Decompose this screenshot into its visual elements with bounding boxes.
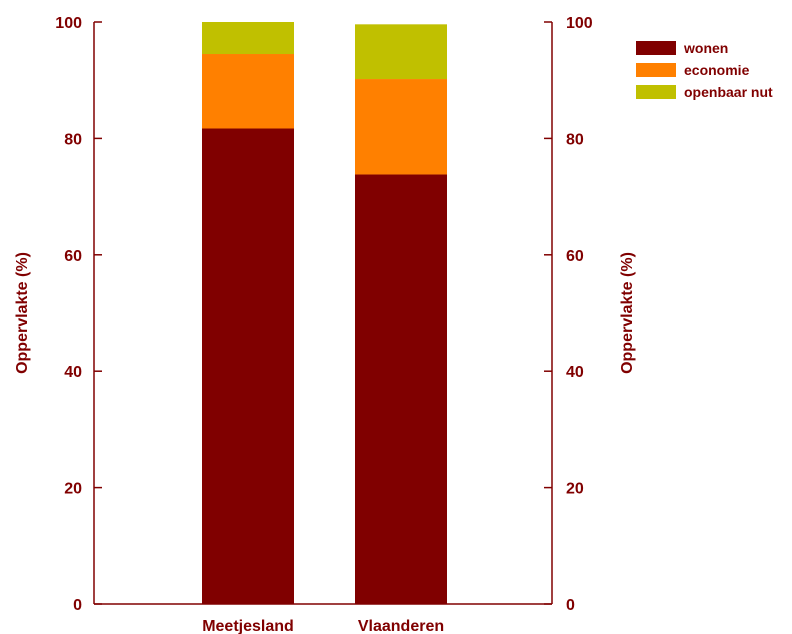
legend-label-openbaar-nut: openbaar nut <box>684 84 773 100</box>
y-axis-label-left: Oppervlakte (%) <box>14 252 31 374</box>
y-tick-label-right: 80 <box>566 131 584 148</box>
y-tick-label-right: 60 <box>566 248 584 265</box>
x-tick-label: Vlaanderen <box>358 618 444 634</box>
bar-segment-economie-meetjesland <box>202 54 294 129</box>
y-tick-label-right: 20 <box>566 481 584 498</box>
y-tick-label-left: 80 <box>64 131 82 148</box>
y-tick-label-left: 60 <box>64 248 82 265</box>
y-tick-label-left: 100 <box>55 15 82 32</box>
y-tick-label-right: 40 <box>566 364 584 381</box>
bar-segment-openbaar-nut-vlaanderen <box>355 24 447 80</box>
y-tick-label-left: 0 <box>73 597 82 614</box>
bars-layer <box>202 22 447 605</box>
legend: wonen economie openbaar nut <box>636 40 773 100</box>
y-axis-label-right: Oppervlakte (%) <box>619 252 636 374</box>
axes-layer: 0 0 20 20 40 40 60 60 80 80 100 100 Meetjesland Vlaan… <box>55 15 593 634</box>
legend-swatch-wonen <box>636 41 676 55</box>
y-tick-label-right: 100 <box>566 15 593 32</box>
legend-label-economie: economie <box>684 62 750 78</box>
y-tick-label-left: 40 <box>64 364 82 381</box>
bar-segment-wonen-vlaanderen <box>355 174 447 604</box>
bar-segment-openbaar-nut-meetjesland <box>202 22 294 55</box>
y-tick-label-right: 0 <box>566 597 575 614</box>
legend-swatch-openbaar-nut <box>636 85 676 99</box>
legend-label-wonen: wonen <box>683 40 728 56</box>
x-tick-label: Meetjesland <box>202 618 294 634</box>
bar-segment-wonen-meetjesland <box>202 128 294 605</box>
y-tick-label-left: 20 <box>64 481 82 498</box>
legend-swatch-economie <box>636 63 676 77</box>
bar-segment-economie-vlaanderen <box>355 79 447 175</box>
